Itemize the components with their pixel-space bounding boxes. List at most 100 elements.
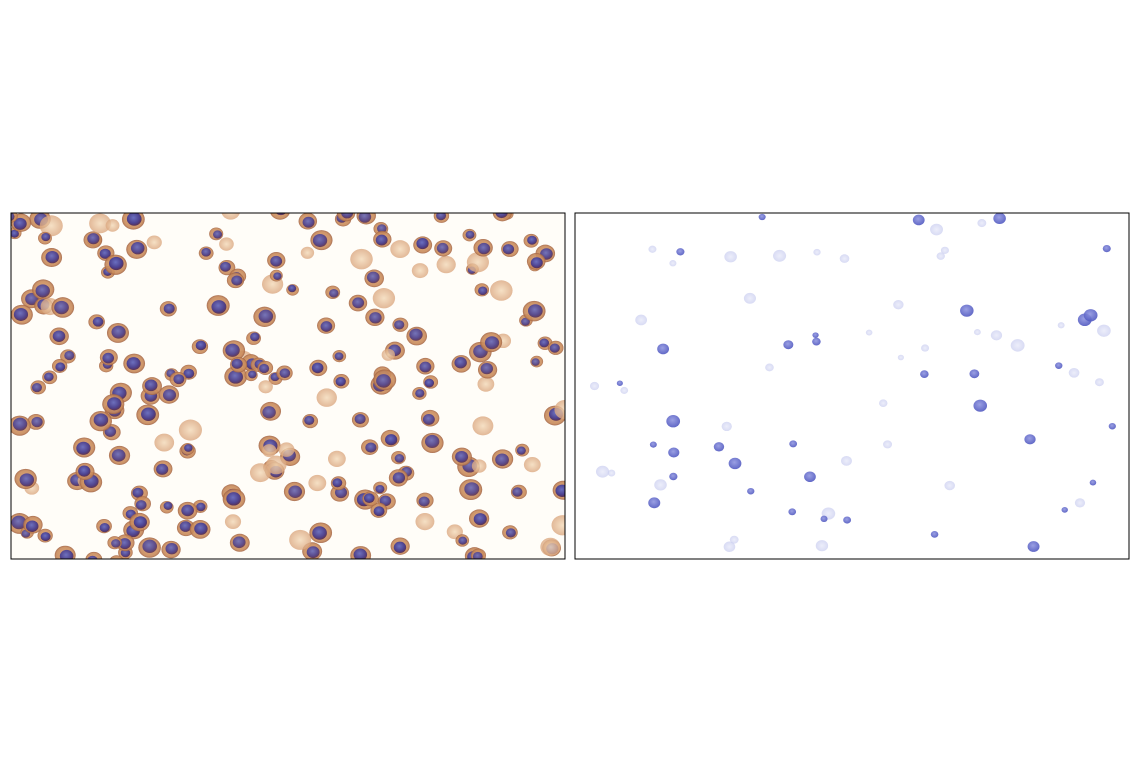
stained-cell [115, 534, 135, 552]
faint-cell [1095, 378, 1104, 387]
cell-nucleus [358, 213, 372, 223]
blue-nucleus [783, 340, 794, 350]
cell-nucleus [93, 413, 109, 427]
stained-cell [108, 445, 131, 466]
faint-cell [1057, 322, 1065, 329]
cell-nucleus [201, 247, 211, 257]
cell-cytoplasm [258, 380, 273, 394]
cell-nucleus [232, 536, 246, 549]
stained-cell [468, 509, 490, 528]
cell-nucleus [275, 213, 286, 216]
blue-nucleus [788, 508, 797, 516]
stained-cell [73, 437, 96, 458]
stained-cell [373, 369, 397, 391]
stained-cell [412, 386, 427, 400]
cell-cytoplasm [415, 513, 435, 531]
cell-nucleus [99, 248, 111, 259]
cell-nucleus [436, 213, 447, 221]
cell-cytoplasm [411, 263, 429, 279]
stained-cell [391, 450, 406, 465]
cell-nucleus [530, 257, 543, 269]
cell-nucleus [109, 256, 124, 271]
cell-nucleus [373, 506, 385, 517]
cell-nucleus [40, 532, 51, 542]
faint-cell [940, 246, 949, 254]
cell-nucleus [41, 232, 51, 242]
cell-nucleus [385, 434, 398, 446]
cell-nucleus [102, 352, 115, 364]
cell-cytoplasm [89, 213, 111, 234]
cell-nucleus [132, 487, 144, 498]
cell-cytoplasm [146, 235, 162, 250]
stained-cell [388, 469, 408, 487]
cell-nucleus [366, 271, 380, 284]
cell-nucleus [472, 551, 483, 559]
cell-nucleus [165, 543, 178, 555]
cell-nucleus [418, 496, 430, 507]
stained-cell [289, 529, 312, 550]
stained-cell [459, 479, 483, 501]
stained-cell [350, 546, 372, 559]
cell-cytoplasm [554, 399, 565, 420]
cell-nucleus [352, 297, 365, 309]
faint-cell [930, 223, 943, 236]
faint-cell [729, 535, 739, 544]
cell-nucleus [320, 321, 333, 332]
stained-cell [177, 501, 198, 520]
stained-cell [89, 410, 112, 432]
cell-nucleus [335, 376, 346, 387]
cell-nucleus [419, 361, 432, 373]
stained-cell [32, 279, 55, 300]
blue-nucleus [668, 447, 680, 458]
stained-cell [222, 488, 246, 510]
cell-nucleus [183, 368, 195, 379]
cell-nucleus [455, 450, 469, 463]
stained-cell [27, 413, 45, 430]
faint-cell [921, 344, 930, 352]
blue-nucleus [648, 497, 661, 509]
cell-nucleus [87, 555, 98, 559]
cell-nucleus [44, 372, 54, 382]
cell-nucleus [353, 548, 368, 559]
cell-nucleus [527, 304, 543, 318]
cell-nucleus [115, 558, 119, 559]
cell-nucleus [392, 472, 406, 484]
cell-nucleus [512, 487, 523, 497]
cell-nucleus [13, 217, 27, 230]
cell-nucleus [45, 250, 60, 264]
cell-nucleus [288, 485, 303, 498]
stained-cell [365, 308, 385, 326]
faint-cell [897, 354, 904, 361]
stained-cell [490, 280, 513, 301]
stained-cell [523, 456, 541, 473]
stained-cell [547, 340, 564, 355]
cell-nucleus [376, 374, 392, 388]
stained-cell [244, 369, 258, 382]
cell-cytoplasm [270, 213, 290, 220]
stained-cell [470, 548, 487, 559]
faint-cell [1097, 324, 1111, 337]
cell-nucleus [334, 352, 344, 361]
faint-cell [669, 260, 677, 267]
blue-nucleus [1102, 244, 1111, 253]
stained-cell [253, 306, 276, 327]
faint-cell [990, 330, 1003, 341]
stained-cell [372, 288, 396, 309]
cell-nucleus [258, 309, 274, 323]
blue-nucleus [758, 213, 766, 221]
stained-cell [411, 263, 429, 279]
stained-cell [286, 284, 299, 296]
stained-cell [161, 540, 181, 559]
stained-cell [423, 375, 439, 389]
stained-cell [88, 314, 105, 330]
blue-nucleus [669, 472, 678, 481]
right-panel-background [575, 213, 1129, 559]
stained-cell [392, 317, 409, 332]
stained-cell [229, 533, 250, 552]
stained-cell [105, 219, 120, 232]
cell-nucleus [52, 330, 66, 342]
stained-cell [278, 442, 295, 457]
stained-cell [336, 213, 356, 222]
faint-cell [620, 386, 629, 394]
